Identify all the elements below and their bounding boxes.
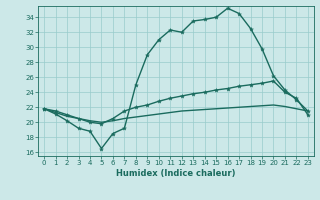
X-axis label: Humidex (Indice chaleur): Humidex (Indice chaleur) [116, 169, 236, 178]
